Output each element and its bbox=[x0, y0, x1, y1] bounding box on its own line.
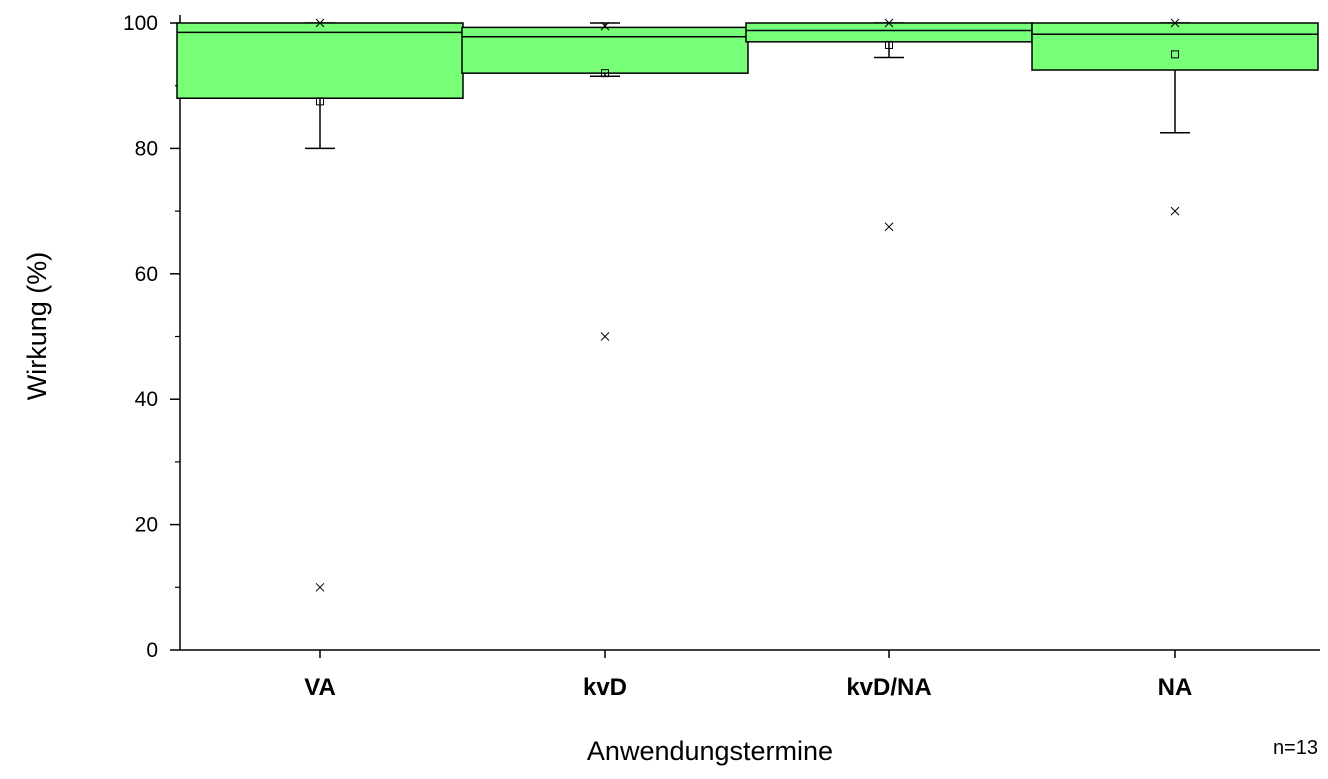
y-tick-label: 0 bbox=[146, 639, 158, 662]
iqr-box bbox=[461, 26, 749, 74]
iqr-box bbox=[176, 22, 464, 99]
mean-marker bbox=[1171, 50, 1179, 59]
x-category-label: VA bbox=[304, 674, 336, 701]
y-tick-label: 20 bbox=[135, 514, 158, 537]
category-labels: VA kvD kvD/NA NA bbox=[304, 650, 1192, 701]
x-category-label: kvD/NA bbox=[846, 674, 931, 701]
sample-size-note: n=13 bbox=[1273, 737, 1318, 759]
mean-marker bbox=[316, 97, 324, 106]
extreme-marker bbox=[1170, 18, 1180, 28]
extreme-marker bbox=[600, 332, 610, 341]
box-kvd bbox=[461, 21, 749, 341]
y-axis-ticks: 0 20 40 60 80 100 bbox=[123, 12, 180, 662]
extreme-marker bbox=[884, 18, 894, 28]
box-na bbox=[1031, 18, 1319, 216]
boxes bbox=[176, 18, 1319, 592]
extreme-marker bbox=[315, 18, 325, 28]
y-tick-label: 60 bbox=[135, 263, 158, 286]
mean-marker bbox=[601, 69, 609, 78]
extreme-marker-stroke bbox=[315, 18, 325, 28]
iqr-box bbox=[745, 22, 1033, 43]
extreme-marker-stroke bbox=[1170, 206, 1180, 216]
extreme-marker bbox=[884, 222, 894, 232]
extreme-marker-stroke bbox=[884, 222, 894, 232]
y-tick-label: 80 bbox=[135, 137, 158, 160]
extreme-marker-stroke bbox=[884, 18, 894, 28]
mean-marker bbox=[885, 40, 893, 49]
extreme-marker bbox=[1170, 206, 1180, 216]
extreme-marker-stroke bbox=[600, 21, 610, 31]
extreme-marker bbox=[315, 582, 325, 592]
x-category-label: NA bbox=[1158, 674, 1193, 701]
box-kvd-na bbox=[745, 18, 1033, 232]
extreme-marker-stroke bbox=[1170, 18, 1180, 28]
x-axis-title: Anwendungstermine bbox=[587, 736, 833, 766]
y-axis-title: Wirkung (%) bbox=[22, 252, 52, 401]
y-tick-label: 40 bbox=[135, 388, 158, 411]
box-va bbox=[176, 18, 464, 592]
iqr-box bbox=[1031, 22, 1319, 71]
axes bbox=[179, 15, 1320, 651]
extreme-marker-stroke bbox=[600, 332, 610, 341]
extreme-marker-stroke bbox=[315, 582, 325, 592]
y-tick-label: 100 bbox=[123, 12, 158, 35]
x-category-label: kvD bbox=[583, 674, 627, 701]
extreme-marker bbox=[600, 21, 610, 31]
